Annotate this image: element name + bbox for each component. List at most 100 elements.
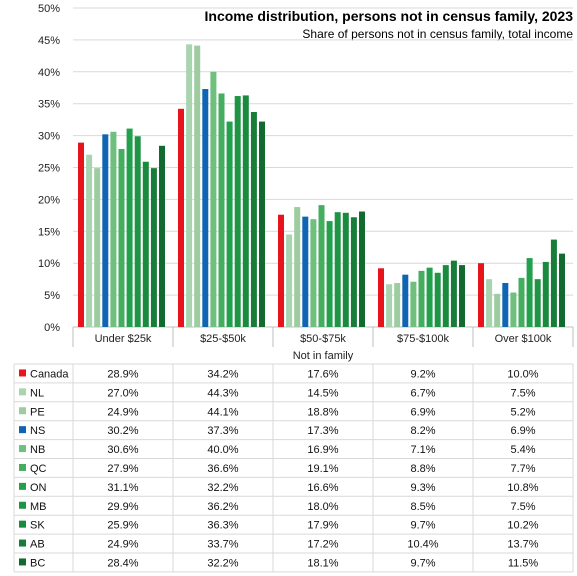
y-tick-label: 50% bbox=[38, 3, 60, 15]
bar-nb-under-25k bbox=[110, 131, 117, 327]
table-cell-bc-over-100k: 11.5% bbox=[508, 557, 539, 569]
x-tick-label: $50-$75k bbox=[300, 333, 346, 345]
y-tick-label: 45% bbox=[38, 35, 60, 47]
table-cell-ns-25-50k: 37.3% bbox=[207, 425, 238, 437]
table-cell-nb-75-100k: 7.1% bbox=[410, 444, 435, 456]
table-cell-qc-under-25k: 27.9% bbox=[107, 463, 138, 475]
axes: 0% 5% 10% 15% 20% 25% 30% 35% 40% 45% 50% Under $25… bbox=[38, 3, 574, 362]
bar-nl-75-100k bbox=[386, 284, 393, 327]
table-cell-sk-over-100k: 10.2% bbox=[507, 520, 538, 532]
bar-canada-50-75k bbox=[278, 214, 284, 327]
table-cell-ns-50-75k: 17.3% bbox=[307, 425, 338, 437]
bar-bc-75-100k bbox=[459, 265, 465, 327]
table-cell-ns-75-100k: 8.2% bbox=[410, 425, 435, 437]
legend-swatch-mb bbox=[19, 501, 26, 509]
bar-nl-over-100k bbox=[486, 279, 493, 327]
table-cell-ab-50-75k: 17.2% bbox=[307, 539, 338, 551]
table-cell-mb-over-100k: 7.5% bbox=[510, 501, 535, 513]
bar-pe-25-50k bbox=[194, 45, 201, 327]
table-cell-qc-50-75k: 19.1% bbox=[307, 463, 338, 475]
table-cell-pe-75-100k: 6.9% bbox=[410, 406, 435, 418]
table-cell-bc-50-75k: 18.1% bbox=[307, 557, 338, 569]
table-cell-nb-50-75k: 16.9% bbox=[307, 444, 338, 456]
table-cell-canada-under-25k: 28.9% bbox=[107, 368, 138, 380]
bar-canada-under-25k bbox=[78, 142, 84, 327]
table-cell-nl-under-25k: 27.0% bbox=[107, 387, 138, 399]
bar-mb-75-100k bbox=[434, 272, 441, 327]
table-cell-canada-over-100k: 10.0% bbox=[507, 368, 538, 380]
bar-bc-under-25k bbox=[159, 145, 165, 327]
bar-qc-under-25k bbox=[118, 149, 125, 327]
table-cell-qc-75-100k: 8.8% bbox=[410, 463, 435, 475]
legend-label-ab: AB bbox=[30, 539, 45, 551]
x-tick-label: $25-$50k bbox=[200, 333, 246, 345]
bar-sk-over-100k bbox=[542, 261, 549, 327]
table-cell-on-under-25k: 31.1% bbox=[107, 482, 138, 494]
bar-qc-over-100k bbox=[518, 277, 525, 327]
table-cell-bc-75-100k: 9.7% bbox=[410, 557, 435, 569]
bar-sk-75-100k bbox=[442, 265, 449, 327]
legend-label-sk: SK bbox=[30, 520, 45, 532]
table-cell-on-25-50k: 32.2% bbox=[207, 482, 238, 494]
bar-ns-75-100k bbox=[402, 274, 409, 327]
legend-label-mb: MB bbox=[30, 501, 47, 513]
bar-pe-50-75k bbox=[294, 207, 301, 327]
data-table: Canada 28.9% 34.2% 17.6% 9.2% 10.0% NL 27.0% 44.… bbox=[13, 363, 574, 573]
bar-pe-under-25k bbox=[94, 168, 101, 327]
bar-nl-under-25k bbox=[86, 154, 93, 327]
table-cell-ns-under-25k: 30.2% bbox=[107, 425, 138, 437]
legend-swatch-ns bbox=[19, 426, 26, 434]
table-cell-on-over-100k: 10.8% bbox=[507, 482, 538, 494]
bar-nb-75-100k bbox=[410, 281, 417, 327]
chart-subtitle: Share of persons not in census family, t… bbox=[302, 27, 573, 41]
bar-on-75-100k bbox=[426, 267, 433, 327]
bar-qc-75-100k bbox=[418, 270, 425, 327]
table-cell-on-75-100k: 9.3% bbox=[410, 482, 435, 494]
x-tick-label: $75-$100k bbox=[397, 333, 449, 345]
bar-nb-25-50k bbox=[210, 71, 217, 327]
y-tick-label: 30% bbox=[38, 131, 60, 143]
bar-sk-under-25k bbox=[142, 161, 149, 327]
table-cell-canada-75-100k: 9.2% bbox=[410, 368, 435, 380]
legend-label-canada: Canada bbox=[30, 368, 69, 380]
bar-on-50-75k bbox=[326, 221, 333, 327]
y-tick-label: 15% bbox=[38, 226, 60, 238]
bar-bc-50-75k bbox=[359, 211, 365, 327]
bar-ab-50-75k bbox=[350, 217, 357, 327]
table-cell-nl-25-50k: 44.3% bbox=[207, 387, 238, 399]
table-cell-canada-25-50k: 34.2% bbox=[207, 368, 238, 380]
table-cell-mb-under-25k: 29.9% bbox=[107, 501, 138, 513]
bar-ns-25-50k bbox=[202, 89, 209, 327]
table-cell-bc-25-50k: 32.2% bbox=[207, 557, 238, 569]
table-cell-sk-75-100k: 9.7% bbox=[410, 520, 435, 532]
table-cell-mb-75-100k: 8.5% bbox=[410, 501, 435, 513]
table-cell-nl-75-100k: 6.7% bbox=[410, 387, 435, 399]
x-tick-label: Under $25k bbox=[95, 333, 152, 345]
legend-label-nb: NB bbox=[30, 444, 45, 456]
bar-canada-75-100k bbox=[378, 268, 384, 327]
x-tick-label: Over $100k bbox=[495, 333, 552, 345]
bar-mb-25-50k bbox=[234, 96, 241, 327]
table-cell-mb-50-75k: 18.0% bbox=[307, 501, 338, 513]
bar-ab-over-100k bbox=[550, 239, 557, 327]
bar-ab-under-25k bbox=[150, 168, 157, 327]
table-cell-ab-under-25k: 24.9% bbox=[107, 539, 138, 551]
y-tick-label: 5% bbox=[44, 290, 60, 302]
bar-mb-over-100k bbox=[534, 279, 541, 327]
legend-label-qc: QC bbox=[30, 463, 47, 475]
table-cell-ab-over-100k: 13.7% bbox=[507, 539, 538, 551]
table-cell-pe-50-75k: 18.8% bbox=[307, 406, 338, 418]
table-cell-qc-over-100k: 7.7% bbox=[510, 463, 535, 475]
y-tick-label: 40% bbox=[38, 67, 60, 79]
bar-pe-75-100k bbox=[394, 282, 401, 327]
legend-label-pe: PE bbox=[30, 406, 45, 418]
bar-qc-25-50k bbox=[218, 93, 225, 328]
legend-label-on: ON bbox=[30, 482, 47, 494]
bar-sk-25-50k bbox=[242, 95, 249, 327]
legend-swatch-ab bbox=[19, 539, 26, 547]
legend-swatch-nb bbox=[19, 445, 26, 453]
bar-nl-50-75k bbox=[286, 234, 293, 327]
y-tick-label: 0% bbox=[44, 322, 60, 334]
table-cell-pe-under-25k: 24.9% bbox=[107, 406, 138, 418]
table-cell-nl-50-75k: 14.5% bbox=[307, 387, 338, 399]
